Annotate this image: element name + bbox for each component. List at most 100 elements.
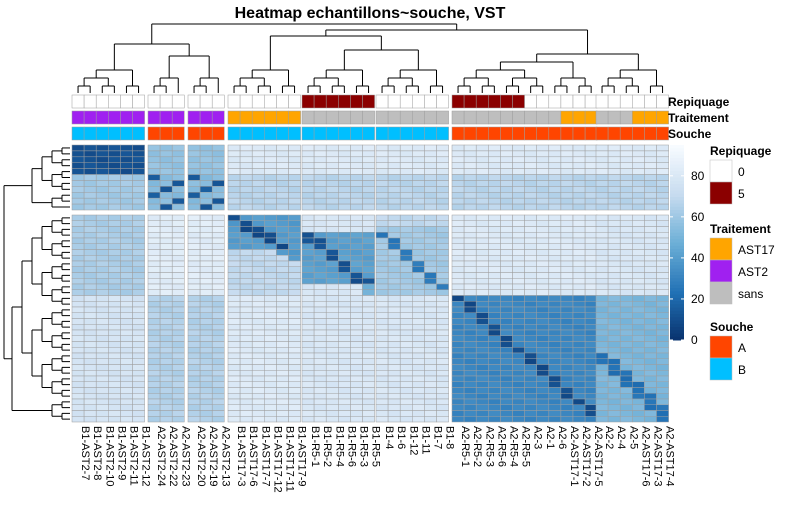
heatmap-cell <box>560 301 574 308</box>
heatmap-cell <box>199 226 213 233</box>
heatmap-cell <box>120 318 133 325</box>
heatmap-cell <box>387 306 401 313</box>
heatmap-cell <box>619 329 633 336</box>
heatmap-cell <box>108 220 121 227</box>
heatmap-cell <box>424 144 437 152</box>
heatmap-cell <box>436 243 449 250</box>
heatmap-cell <box>108 156 121 163</box>
heatmap-cell <box>595 283 609 290</box>
heatmap-cell <box>632 393 645 400</box>
heatmap-cell <box>412 375 425 382</box>
colorbar-segment <box>670 278 684 282</box>
heatmap-cell <box>171 306 185 313</box>
heatmap-cell <box>239 358 253 365</box>
heatmap-cell <box>362 301 375 308</box>
heatmap-cell <box>71 278 85 285</box>
heatmap-cell <box>362 220 375 227</box>
heatmap-cell <box>595 144 609 152</box>
annotation-cell-traitement <box>338 110 351 125</box>
heatmap-cell <box>436 295 449 302</box>
heatmap-cell <box>584 341 598 348</box>
heatmap-cell <box>227 306 241 313</box>
heatmap-cell <box>572 180 586 187</box>
legend: 020406080Repiquage05TraitementAST17AST2s… <box>670 144 775 381</box>
heatmap-cell <box>584 312 598 319</box>
heatmap-cell <box>338 255 351 262</box>
heatmap-cell <box>350 341 363 348</box>
heatmap-cell <box>171 197 185 205</box>
heatmap-cell <box>512 375 525 382</box>
heatmap-cell <box>338 278 351 285</box>
heatmap-cell <box>313 410 327 417</box>
heatmap-cell <box>239 324 253 331</box>
heatmap-cell <box>83 347 97 354</box>
annotation-cell-souche <box>512 126 525 141</box>
heatmap-cell <box>595 335 609 342</box>
heatmap-cell <box>595 398 609 405</box>
heatmap-cell <box>524 358 537 365</box>
annotation-cell-traitement <box>584 110 598 125</box>
heatmap-cell <box>187 341 201 348</box>
heatmap-cell <box>362 289 375 296</box>
heatmap-cell <box>325 232 339 239</box>
heatmap-cell <box>560 347 574 354</box>
heatmap-cell <box>83 197 97 205</box>
heatmap-cell <box>595 278 609 285</box>
heatmap-cell <box>227 272 241 279</box>
colorbar-segment <box>670 281 684 286</box>
heatmap-cell <box>362 370 375 377</box>
heatmap-cell <box>644 249 657 256</box>
heatmap-cell <box>301 306 315 313</box>
colorbar-segment <box>670 327 684 331</box>
heatmap-cell <box>656 260 669 267</box>
heatmap-cell <box>325 329 339 336</box>
heatmap-cell <box>108 347 121 354</box>
heatmap-cell <box>436 324 449 331</box>
heatmap-cell <box>199 214 213 221</box>
heatmap-cell <box>83 375 97 382</box>
colorbar-segment <box>670 203 684 208</box>
heatmap-cell <box>132 295 145 302</box>
heatmap-cell <box>500 341 513 348</box>
annotation-cell-souche <box>132 126 145 141</box>
heatmap-cell <box>644 186 657 193</box>
heatmap-cell <box>572 243 586 250</box>
heatmap-cell <box>83 358 97 365</box>
heatmap-cell <box>451 180 465 187</box>
heatmap-cell <box>656 278 669 285</box>
heatmap-cell <box>276 410 289 417</box>
heatmap-cell <box>488 174 501 181</box>
heatmap-cell <box>572 398 586 405</box>
colorbar-segment <box>670 193 684 198</box>
heatmap-cell <box>288 352 301 359</box>
heatmap-cell <box>619 393 633 400</box>
column-label: B1-AST2-8 <box>91 426 103 480</box>
heatmap-cell <box>524 232 537 239</box>
heatmap-cell <box>488 347 501 354</box>
heatmap-cell <box>436 162 449 169</box>
heatmap-cell <box>436 289 449 296</box>
heatmap-cell <box>288 312 301 319</box>
heatmap-cell <box>239 370 253 377</box>
heatmap-cell <box>399 393 413 400</box>
annotation-cell-souche <box>607 126 621 141</box>
heatmap-cell <box>95 162 109 169</box>
heatmap-cells <box>71 144 669 423</box>
heatmap-cell <box>159 192 173 199</box>
heatmap-cell <box>108 237 121 244</box>
heatmap-cell <box>171 249 185 256</box>
heatmap-cell <box>132 306 145 313</box>
colorbar-segment <box>670 206 684 211</box>
heatmap-cell <box>301 318 315 325</box>
heatmap-cell <box>548 192 562 199</box>
heatmap-cell <box>313 174 327 181</box>
heatmap-cell <box>399 272 413 279</box>
heatmap-cell <box>251 226 265 233</box>
heatmap-cell <box>264 416 277 423</box>
heatmap-cell <box>656 214 669 221</box>
heatmap-cell <box>524 295 537 302</box>
heatmap-cell <box>536 335 550 342</box>
heatmap-cell <box>227 220 241 227</box>
heatmap-cell <box>524 352 537 359</box>
heatmap-cell <box>387 220 401 227</box>
